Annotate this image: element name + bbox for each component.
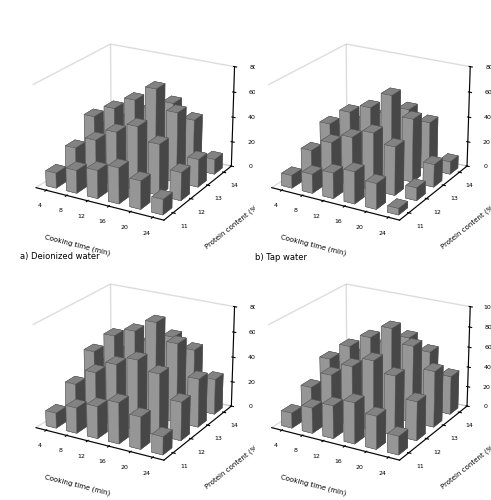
Y-axis label: Protein content (%): Protein content (%) [204,442,261,490]
X-axis label: Cooking time (min): Cooking time (min) [280,234,347,256]
Text: b) Tap water: b) Tap water [255,252,307,262]
Y-axis label: Protein content (%): Protein content (%) [440,442,491,490]
X-axis label: Cooking time (min): Cooking time (min) [280,474,347,496]
X-axis label: Cooking time (min): Cooking time (min) [44,234,111,256]
Text: a) Deionized water: a) Deionized water [20,252,99,262]
X-axis label: Cooking time (min): Cooking time (min) [44,474,111,496]
Y-axis label: Protein content (%): Protein content (%) [204,202,261,250]
Y-axis label: Protein content (%): Protein content (%) [440,202,491,250]
